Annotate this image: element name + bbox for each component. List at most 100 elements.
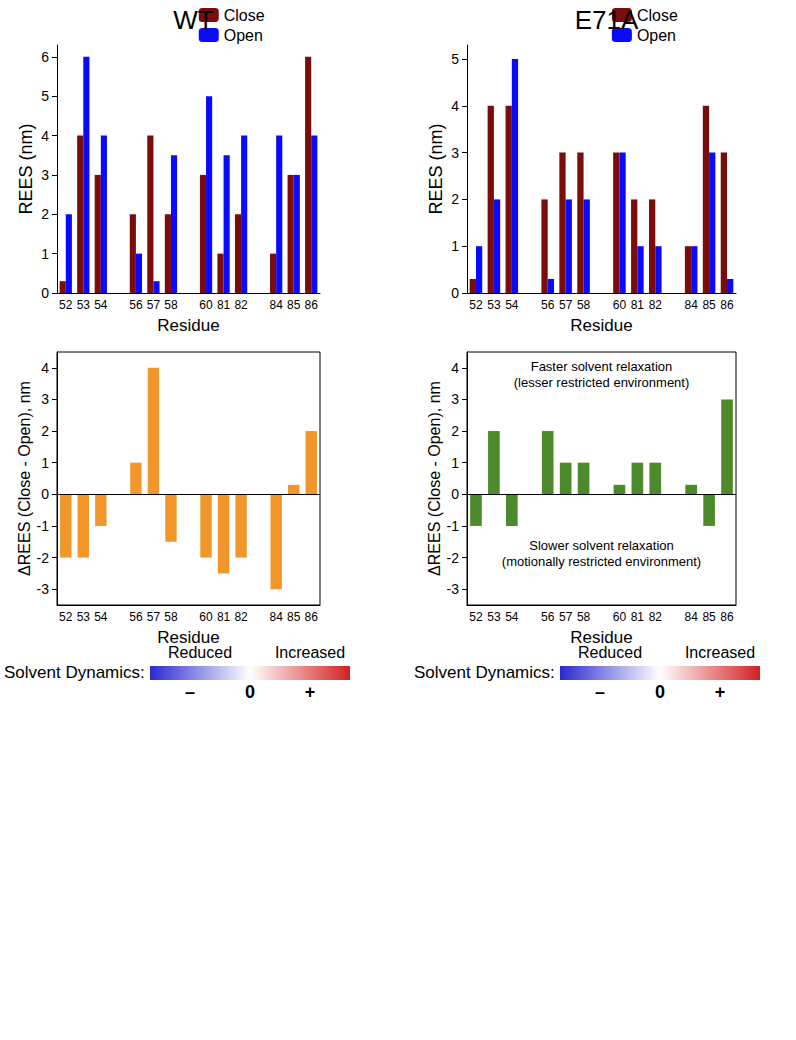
- svg-text:84: 84: [269, 298, 283, 312]
- svg-text:56: 56: [541, 610, 555, 624]
- svg-text:57: 57: [559, 298, 573, 312]
- svg-text:5: 5: [451, 51, 459, 67]
- svg-text:53: 53: [77, 298, 91, 312]
- svg-text:0: 0: [41, 285, 49, 301]
- svg-text:82: 82: [649, 298, 663, 312]
- svg-text:57: 57: [147, 298, 161, 312]
- svg-text:Open: Open: [637, 27, 676, 44]
- svg-text:82: 82: [649, 610, 663, 624]
- svg-text:3: 3: [451, 391, 459, 407]
- svg-text:86: 86: [720, 610, 734, 624]
- svg-text:0: 0: [41, 486, 49, 502]
- svg-text:Close: Close: [224, 7, 265, 24]
- svg-text:58: 58: [164, 610, 178, 624]
- svg-text:85: 85: [702, 298, 716, 312]
- svg-text:Increased: Increased: [685, 644, 755, 661]
- svg-text:58: 58: [164, 298, 178, 312]
- svg-text:REES (nm): REES (nm): [16, 123, 36, 214]
- svg-text:1: 1: [451, 455, 459, 471]
- svg-text:Faster solvent relaxation: Faster solvent relaxation: [531, 359, 673, 374]
- svg-text:54: 54: [94, 298, 108, 312]
- svg-text:Open: Open: [224, 27, 263, 44]
- svg-text:Residue: Residue: [570, 316, 632, 335]
- svg-text:ΔREES (Close - Open), nm: ΔREES (Close - Open), nm: [426, 381, 443, 576]
- svg-text:85: 85: [287, 610, 301, 624]
- svg-text:1: 1: [41, 455, 49, 471]
- svg-text:2: 2: [41, 423, 49, 439]
- svg-text:53: 53: [487, 298, 501, 312]
- svg-text:0: 0: [655, 682, 665, 702]
- svg-text:WT: WT: [173, 5, 214, 35]
- svg-text:57: 57: [559, 610, 573, 624]
- svg-text:81: 81: [217, 610, 231, 624]
- svg-text:52: 52: [469, 298, 483, 312]
- svg-text:1: 1: [451, 238, 459, 254]
- svg-text:0: 0: [245, 682, 255, 702]
- svg-text:52: 52: [59, 298, 73, 312]
- svg-text:56: 56: [541, 298, 555, 312]
- svg-text:85: 85: [287, 298, 301, 312]
- svg-text:3: 3: [451, 145, 459, 161]
- svg-text:60: 60: [199, 298, 213, 312]
- svg-text:81: 81: [631, 610, 645, 624]
- svg-text:4: 4: [41, 128, 49, 144]
- svg-text:52: 52: [59, 610, 73, 624]
- svg-text:2: 2: [451, 191, 459, 207]
- svg-text:81: 81: [631, 298, 645, 312]
- svg-text:84: 84: [269, 610, 283, 624]
- svg-text:1: 1: [41, 246, 49, 262]
- svg-text:85: 85: [702, 610, 716, 624]
- svg-text:58: 58: [577, 298, 591, 312]
- svg-text:0: 0: [451, 486, 459, 502]
- svg-text:54: 54: [94, 610, 108, 624]
- svg-text:2: 2: [451, 423, 459, 439]
- svg-text:Increased: Increased: [275, 644, 345, 661]
- svg-text:86: 86: [305, 610, 319, 624]
- svg-text:3: 3: [41, 167, 49, 183]
- svg-text:3: 3: [41, 391, 49, 407]
- svg-text:–: –: [185, 682, 195, 702]
- svg-text:Slower solvent relaxation: Slower solvent relaxation: [529, 538, 674, 553]
- svg-text:82: 82: [234, 298, 248, 312]
- svg-text:2: 2: [41, 206, 49, 222]
- svg-text:-3: -3: [447, 581, 460, 597]
- svg-text:-1: -1: [37, 518, 50, 534]
- svg-text:Solvent Dynamics:: Solvent Dynamics:: [414, 663, 555, 682]
- svg-text:53: 53: [487, 610, 501, 624]
- svg-text:84: 84: [684, 610, 698, 624]
- svg-text:-3: -3: [37, 581, 50, 597]
- svg-text:54: 54: [505, 298, 519, 312]
- svg-text:6: 6: [41, 49, 49, 65]
- svg-text:E71A: E71A: [575, 5, 639, 35]
- svg-text:REES (nm): REES (nm): [426, 123, 446, 214]
- svg-text:-2: -2: [37, 550, 50, 566]
- svg-text:Residue: Residue: [570, 628, 632, 647]
- svg-text:(lesser restricted environment: (lesser restricted environment): [514, 375, 690, 390]
- svg-text:60: 60: [199, 610, 213, 624]
- svg-text:0: 0: [451, 285, 459, 301]
- svg-text:+: +: [305, 682, 316, 702]
- svg-text:Residue: Residue: [157, 628, 219, 647]
- svg-text:58: 58: [577, 610, 591, 624]
- svg-text:56: 56: [129, 298, 143, 312]
- svg-text:4: 4: [451, 98, 459, 114]
- svg-text:56: 56: [129, 610, 143, 624]
- svg-text:86: 86: [720, 298, 734, 312]
- svg-text:(motionally restricted environ: (motionally restricted environment): [502, 554, 701, 569]
- svg-text:4: 4: [41, 360, 49, 376]
- svg-text:Solvent Dynamics:: Solvent Dynamics:: [4, 663, 145, 682]
- svg-text:54: 54: [505, 610, 519, 624]
- svg-text:81: 81: [217, 298, 231, 312]
- svg-text:52: 52: [469, 610, 483, 624]
- svg-text:–: –: [595, 682, 605, 702]
- svg-text:86: 86: [305, 298, 319, 312]
- svg-text:-1: -1: [447, 518, 460, 534]
- svg-text:ΔREES (Close - Open), nm: ΔREES (Close - Open), nm: [16, 381, 33, 576]
- svg-text:+: +: [715, 682, 726, 702]
- svg-text:82: 82: [234, 610, 248, 624]
- svg-text:57: 57: [147, 610, 161, 624]
- svg-text:84: 84: [684, 298, 698, 312]
- svg-text:53: 53: [77, 610, 91, 624]
- svg-text:5: 5: [41, 88, 49, 104]
- svg-text:4: 4: [451, 360, 459, 376]
